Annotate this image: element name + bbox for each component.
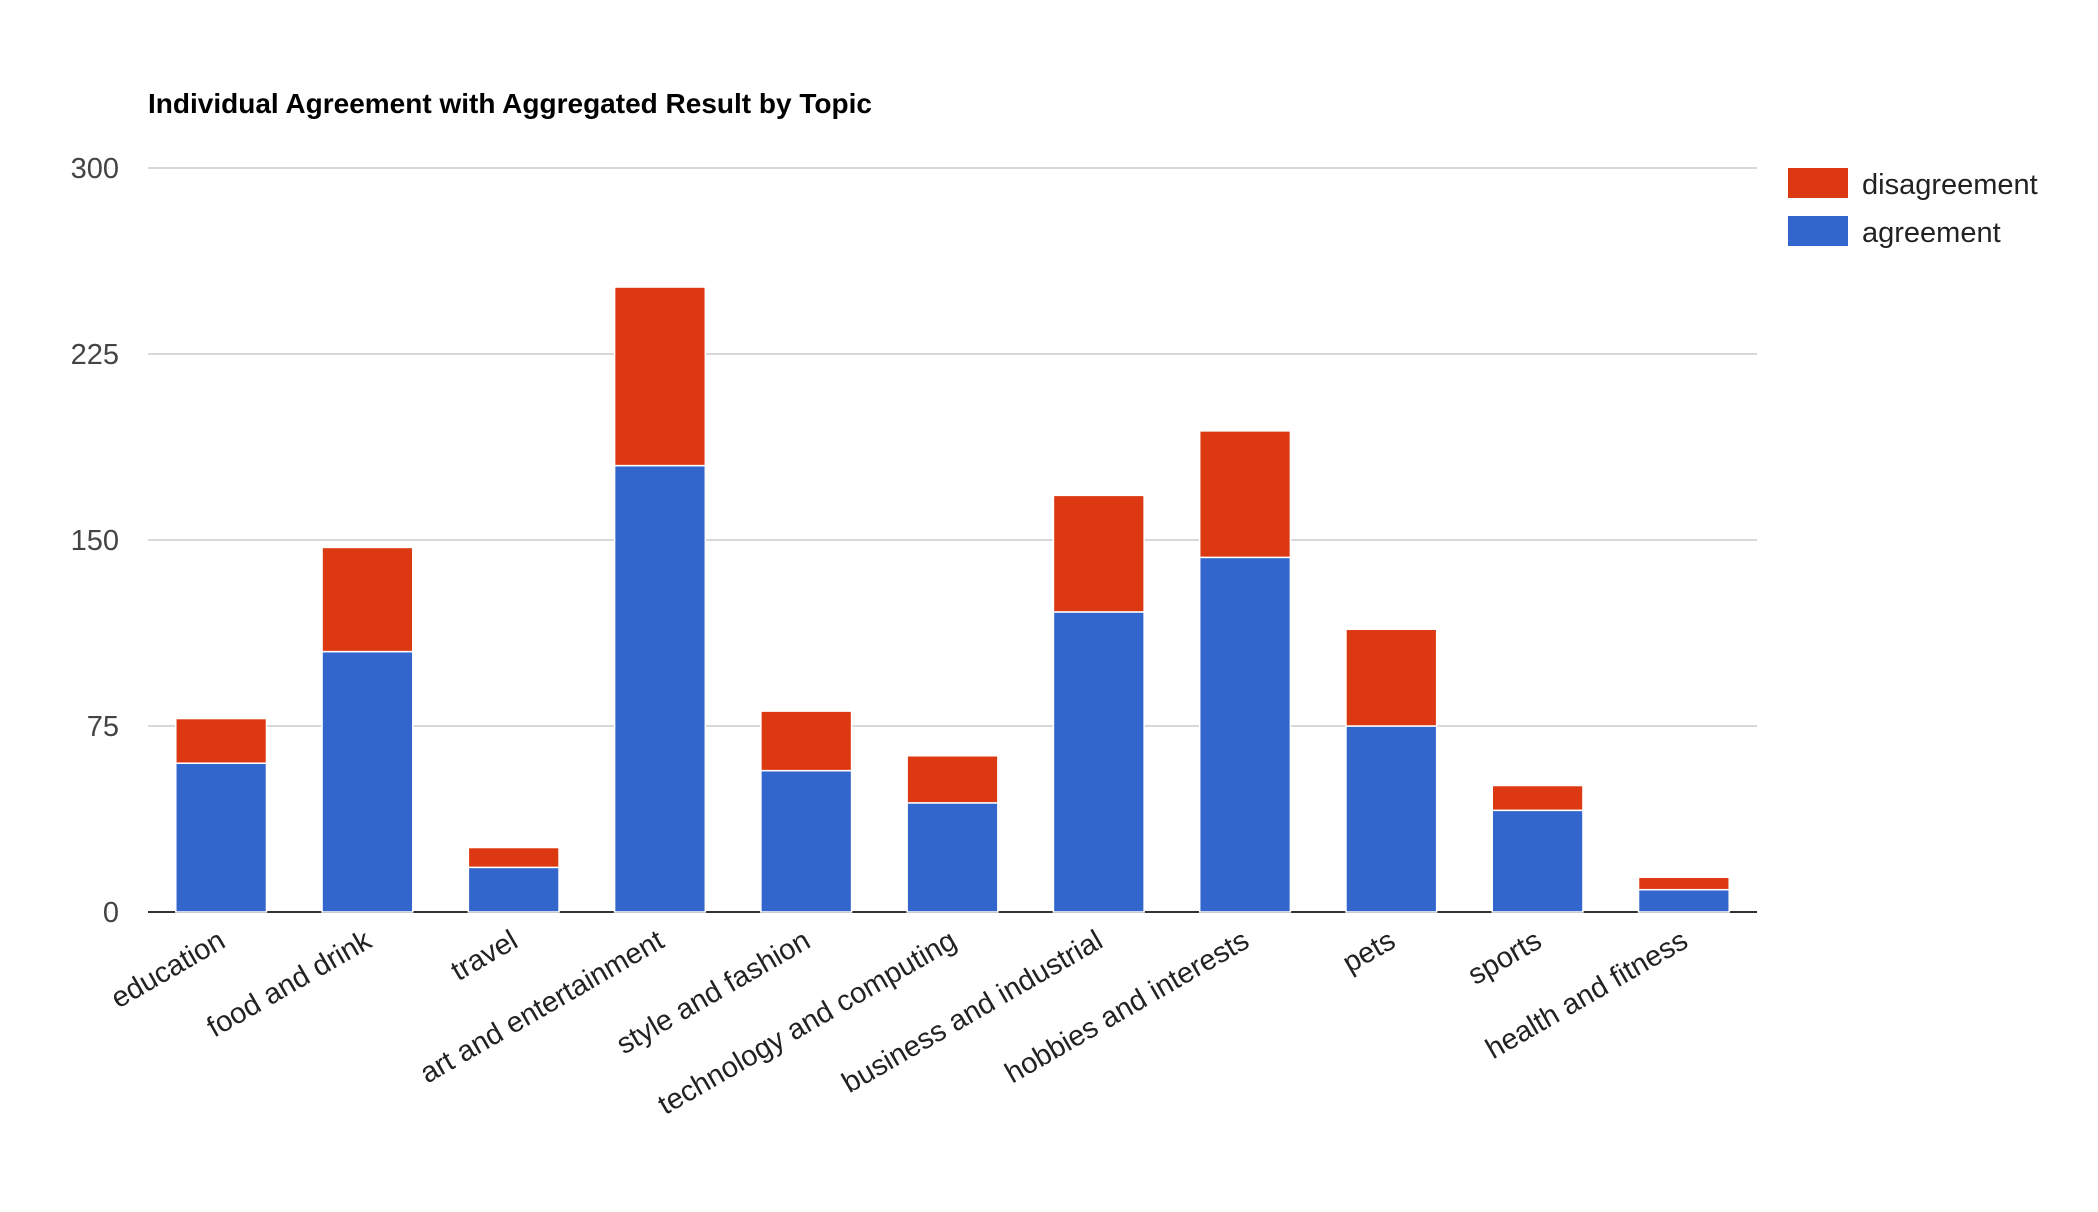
bar-agreement — [1637, 888, 1730, 913]
bar-agreement — [1345, 725, 1438, 913]
legend-swatch-disagreement — [1788, 168, 1848, 198]
bar-agreement — [321, 650, 414, 913]
y-tick-label: 225 — [71, 339, 119, 371]
x-tick-label: hobbies and interests — [1000, 924, 1255, 1090]
bar-disagreement — [175, 717, 268, 764]
y-tick-label: 150 — [71, 525, 119, 557]
chart-title: Individual Agreement with Aggregated Res… — [148, 88, 872, 119]
x-tick-label: business and industrial — [837, 924, 1108, 1099]
legend: disagreement agreement — [1788, 168, 2038, 249]
y-axis-tick-labels: 0 75 150 225 300 — [71, 153, 119, 929]
legend-label-agreement: agreement — [1862, 217, 2001, 249]
y-tick-label: 0 — [103, 897, 119, 929]
bar-disagreement — [760, 710, 853, 772]
bar-disagreement — [1198, 430, 1292, 559]
bar-disagreement — [1052, 494, 1145, 613]
x-tick-label: art and entertainment — [415, 924, 670, 1090]
bars — [175, 286, 1730, 913]
bar-agreement — [467, 866, 560, 913]
x-tick-label: travel — [446, 924, 523, 987]
bar-agreement — [906, 802, 999, 913]
bar-disagreement — [321, 546, 414, 653]
x-tick-label: sports — [1463, 924, 1547, 991]
bar-disagreement — [613, 286, 707, 467]
x-tick-label: education — [106, 924, 231, 1015]
y-tick-label: 75 — [87, 711, 119, 743]
bar-agreement — [760, 769, 853, 913]
legend-label-disagreement: disagreement — [1862, 169, 2038, 201]
x-tick-label: pets — [1337, 924, 1400, 979]
bar-disagreement — [467, 846, 560, 869]
bar-agreement — [613, 464, 707, 913]
bar-agreement — [1198, 556, 1292, 913]
bar-agreement — [1052, 611, 1145, 913]
bar-disagreement — [1491, 784, 1584, 812]
y-tick-label: 300 — [71, 153, 119, 185]
bar-disagreement — [1637, 876, 1730, 891]
bar-disagreement — [1345, 628, 1438, 727]
bar-agreement — [1491, 809, 1584, 913]
bar-agreement — [175, 762, 268, 913]
x-tick-label: food and drink — [202, 924, 378, 1044]
legend-swatch-agreement — [1788, 216, 1848, 246]
bar-disagreement — [906, 755, 999, 804]
